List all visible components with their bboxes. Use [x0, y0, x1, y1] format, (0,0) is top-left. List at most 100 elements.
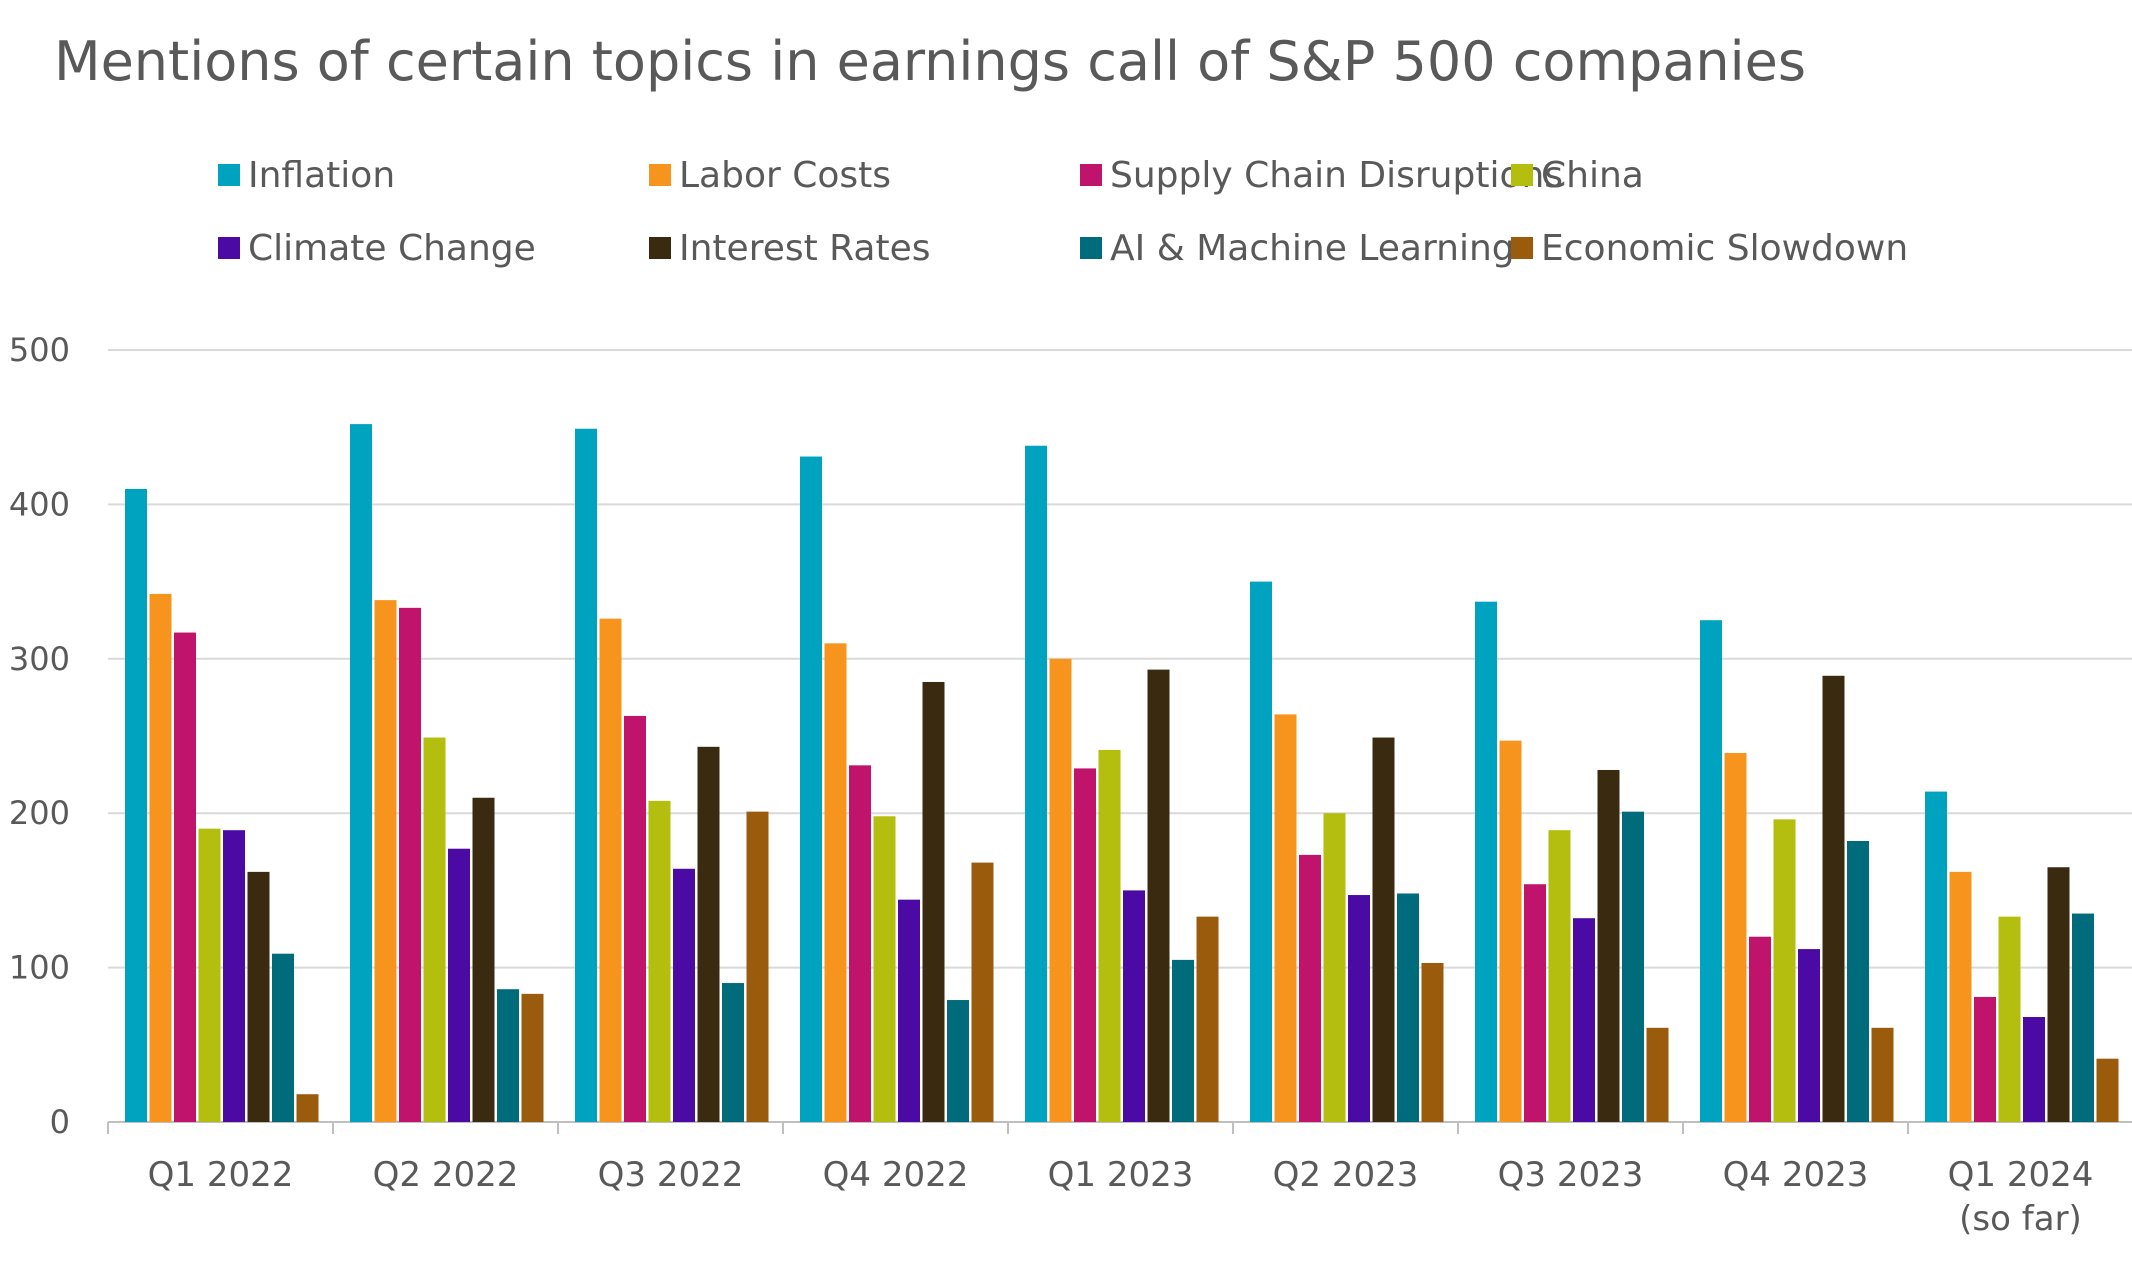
x-tick-label: Q4 2023 [1723, 1155, 1869, 1195]
bar [1250, 581, 1272, 1122]
bar [971, 862, 994, 1122]
y-tick-label: 200 [9, 794, 70, 832]
bar [497, 989, 519, 1122]
legend-label: Labor Costs [679, 154, 892, 196]
bar [1798, 949, 1820, 1122]
bar [1074, 768, 1096, 1122]
bar [223, 830, 245, 1122]
bar [521, 993, 544, 1122]
bar [1998, 916, 2021, 1122]
bar [1475, 601, 1497, 1122]
legend-label: Interest Rates [679, 227, 931, 269]
bar [1299, 854, 1321, 1122]
bar [472, 797, 495, 1122]
bar [1049, 658, 1072, 1122]
bar [599, 618, 622, 1122]
bar [247, 871, 270, 1122]
bar [746, 811, 769, 1122]
bar [423, 737, 446, 1122]
bar [1372, 737, 1395, 1122]
bar [1025, 445, 1047, 1122]
bar [947, 1000, 969, 1122]
legend-swatch [1511, 237, 1533, 259]
bar [1274, 714, 1297, 1122]
bar [1147, 669, 1170, 1122]
x-tick-label: Q1 2024 [1948, 1155, 2094, 1195]
y-tick-label: 0 [50, 1103, 70, 1141]
bar [1622, 811, 1644, 1122]
bar [1871, 1027, 1894, 1122]
chart-title: Mentions of certain topics in earnings c… [53, 30, 1807, 93]
bar [1749, 936, 1771, 1122]
bar [2096, 1058, 2119, 1122]
bar [722, 983, 744, 1122]
legend-swatch [218, 237, 240, 259]
bar [922, 681, 945, 1122]
legend-swatch [218, 164, 240, 186]
legend-item-interest-rates: Interest Rates [649, 227, 931, 269]
bar [399, 607, 421, 1122]
x-tick-label: Q3 2022 [598, 1155, 744, 1195]
bar [1348, 895, 1370, 1122]
x-tick-label: Q3 2023 [1498, 1155, 1644, 1195]
legend-label: AI & Machine Learning [1110, 227, 1515, 269]
bar [198, 828, 221, 1122]
bar [1524, 884, 1546, 1122]
bar [1573, 918, 1595, 1122]
bar [1847, 840, 1869, 1122]
bar [1421, 962, 1444, 1122]
bar [125, 488, 147, 1123]
bar [824, 643, 847, 1122]
bar [624, 715, 646, 1122]
y-tick-label: 500 [9, 331, 70, 369]
bar [1822, 675, 1845, 1122]
bar [296, 1094, 319, 1122]
bar [1773, 819, 1796, 1122]
legend-label: China [1541, 154, 1644, 196]
y-tick-label: 400 [9, 485, 70, 523]
legend-swatch [1080, 164, 1102, 186]
bar [800, 456, 822, 1122]
legend-item-china: China [1511, 154, 1644, 196]
legend-label: Supply Chain Disruptions [1110, 154, 1564, 196]
legend-item-climate-change: Climate Change [218, 228, 536, 269]
bar [1597, 769, 1620, 1122]
bar [575, 428, 597, 1122]
x-tick-label: Q1 2022 [148, 1155, 294, 1195]
x-tick-label: Q4 2022 [823, 1155, 969, 1195]
bar [873, 816, 896, 1122]
legend-swatch [1511, 164, 1533, 186]
bar [1499, 740, 1522, 1122]
bar [673, 868, 695, 1122]
x-tick-label: Q2 2022 [373, 1155, 519, 1195]
bar [149, 593, 172, 1122]
legend-item-supply-chain-disruptions: Supply Chain Disruptions [1080, 154, 1564, 196]
bar [350, 424, 372, 1122]
x-tick-label: Q2 2023 [1273, 1155, 1419, 1195]
bar [1925, 791, 1947, 1122]
bar [849, 765, 871, 1122]
bar [448, 848, 470, 1122]
legend: Inflation Labor Costs Supply Chain Disru… [218, 150, 1918, 300]
bar [2072, 913, 2094, 1122]
legend-item-economic-slowdown: Economic Slowdown [1511, 228, 1908, 269]
legend-item-inflation: Inflation [218, 155, 395, 196]
bar [1974, 996, 1996, 1122]
legend-item-labor-costs: Labor Costs [649, 154, 892, 196]
legend-swatch [1080, 237, 1102, 259]
bar [2047, 867, 2070, 1122]
legend-swatch [649, 164, 671, 186]
y-tick-label: 300 [9, 640, 70, 678]
bar [1724, 752, 1747, 1122]
bar [1098, 749, 1121, 1122]
bar [1172, 959, 1194, 1122]
y-tick-label: 100 [9, 949, 70, 987]
bar [174, 632, 196, 1122]
x-tick-label: Q1 2023 [1048, 1155, 1194, 1195]
bar [2023, 1017, 2045, 1122]
bar [1949, 871, 1972, 1122]
bar [1196, 916, 1219, 1122]
legend-item-ai-machine-learning: AI & Machine Learning [1080, 227, 1515, 269]
x-tick-label: (so far) [1959, 1199, 2082, 1239]
